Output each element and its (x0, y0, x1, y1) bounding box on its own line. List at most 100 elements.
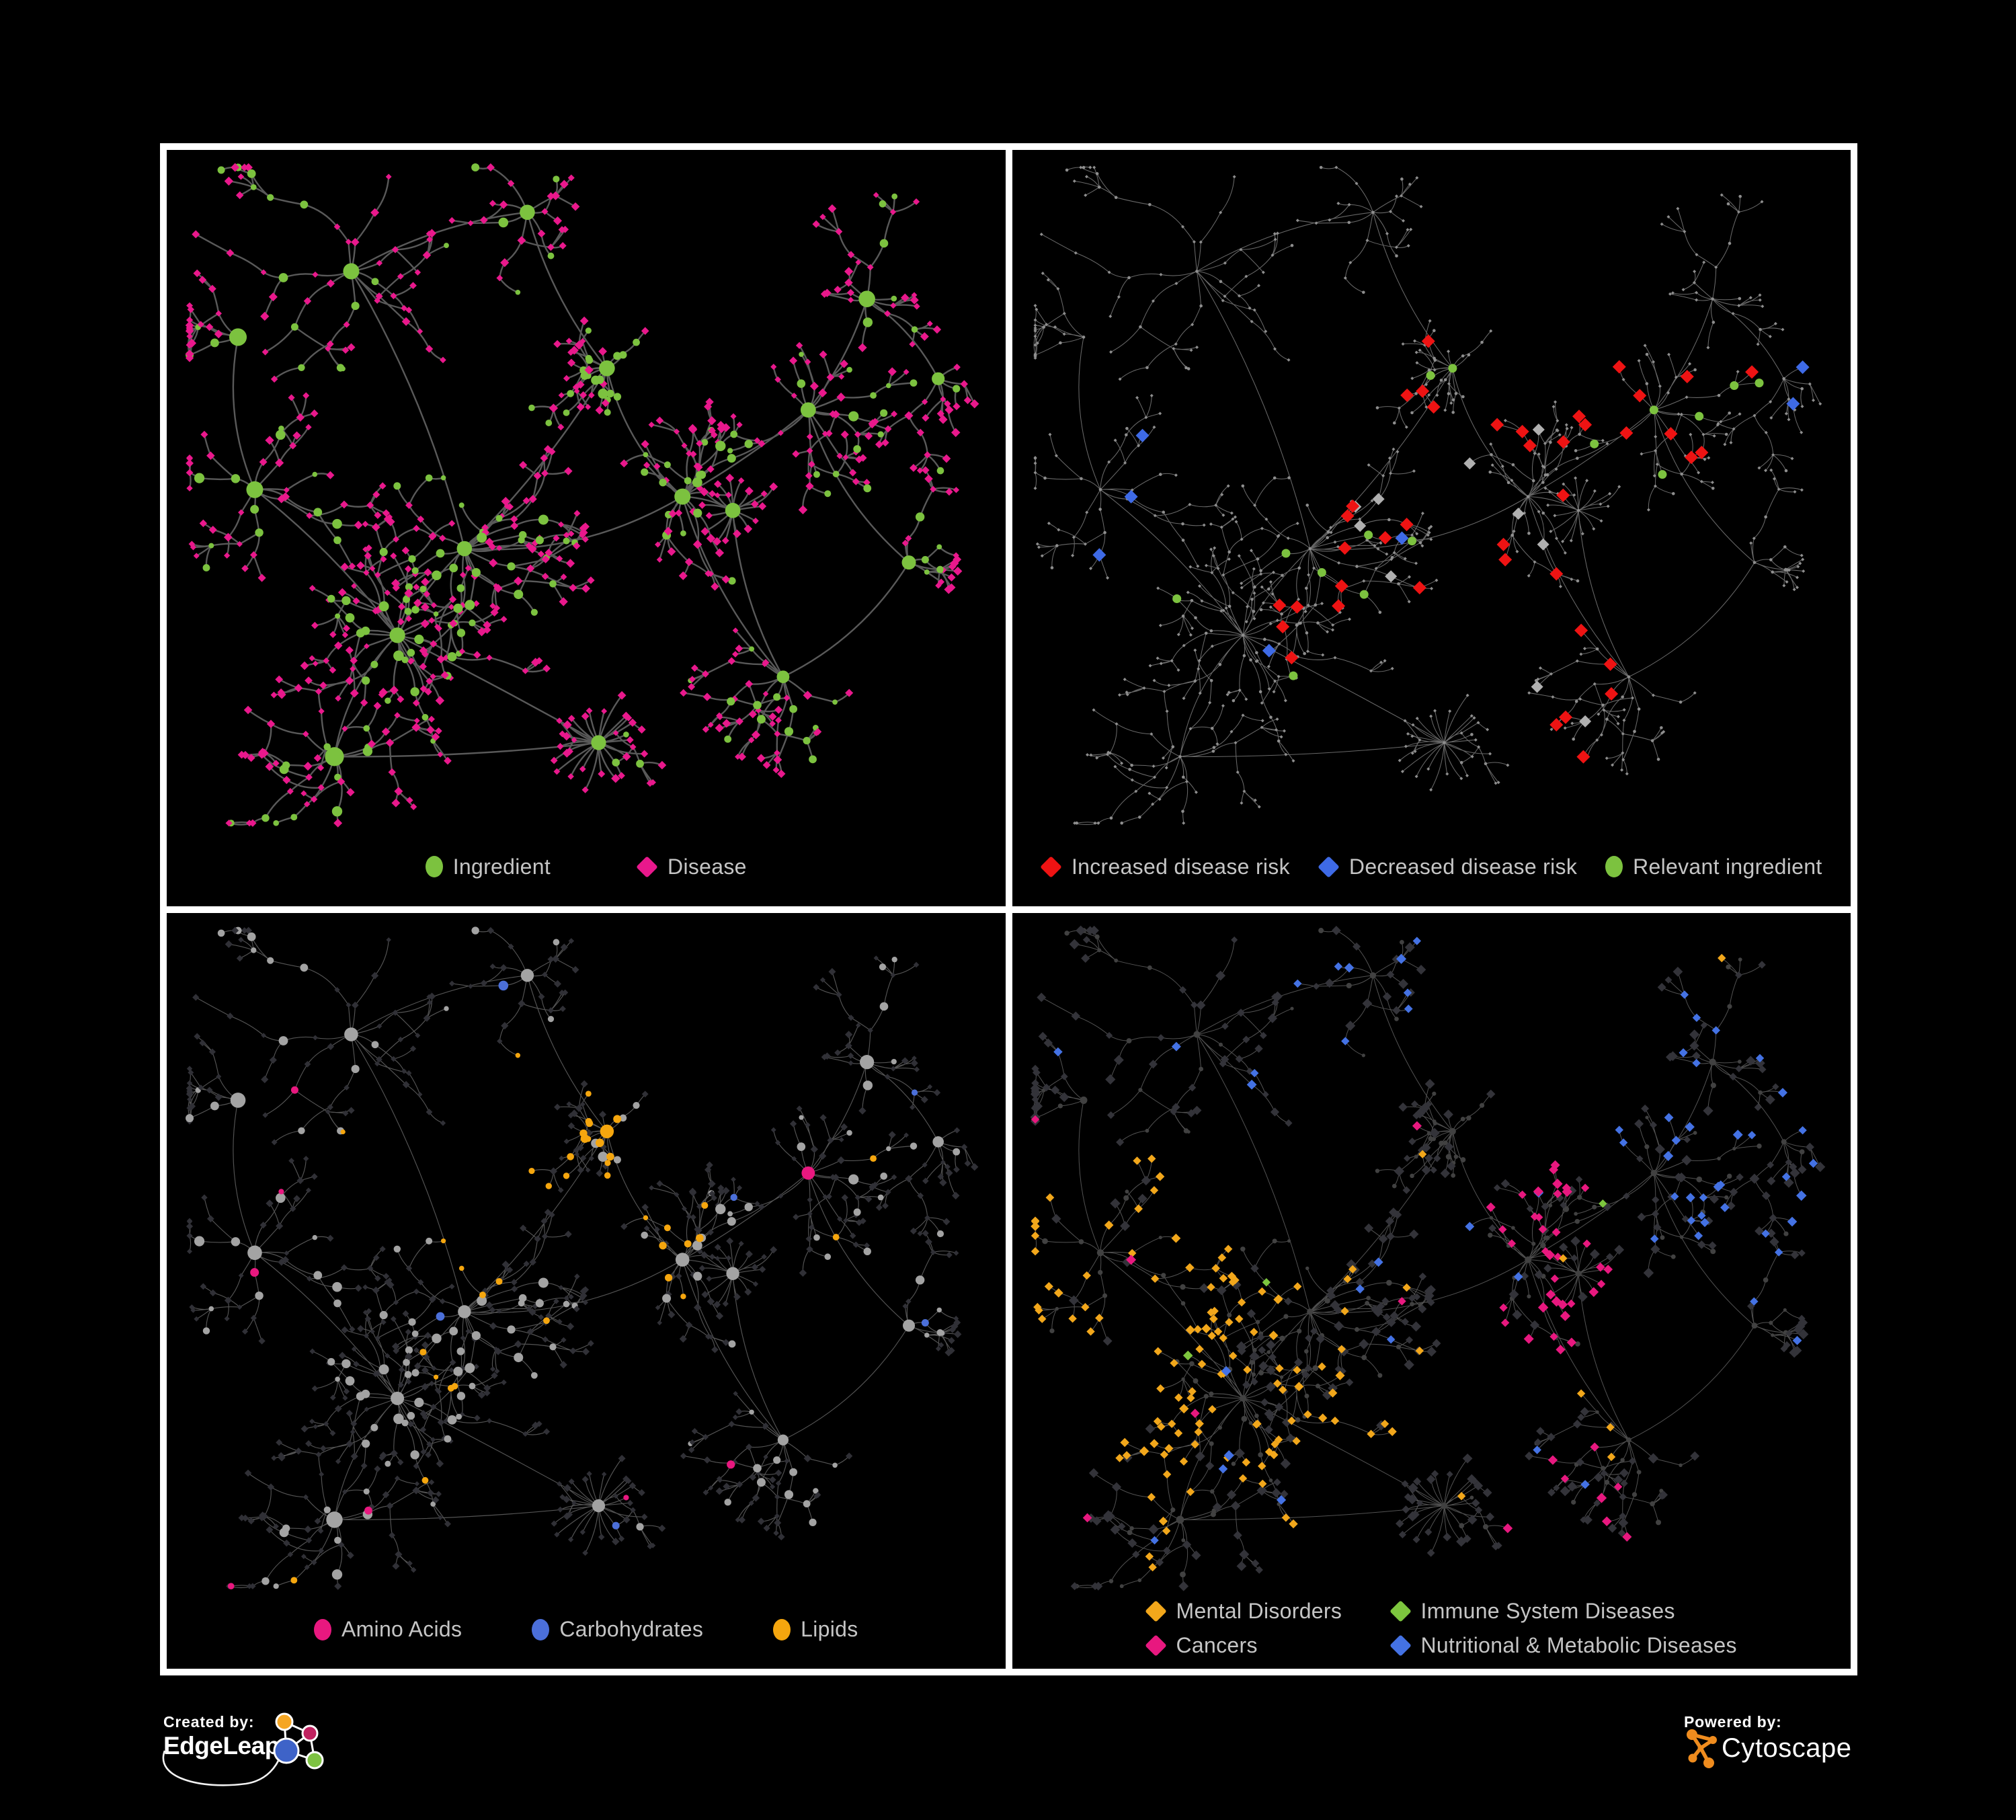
network-node[interactable] (1033, 323, 1037, 327)
network-node[interactable] (497, 1037, 503, 1044)
network-node[interactable] (1556, 488, 1570, 502)
network-node[interactable] (828, 967, 836, 976)
network-node[interactable] (951, 428, 961, 438)
network-node[interactable] (224, 552, 231, 559)
network-node[interactable] (1446, 350, 1450, 354)
network-node[interactable] (927, 1084, 933, 1089)
network-node[interactable] (378, 1363, 389, 1374)
network-node[interactable] (1232, 175, 1236, 179)
network-node[interactable] (762, 1422, 769, 1429)
network-node[interactable] (823, 288, 832, 298)
network-node[interactable] (749, 1409, 754, 1415)
network-node[interactable] (343, 1388, 350, 1394)
network-node[interactable] (1332, 540, 1336, 544)
network-node[interactable] (813, 1234, 820, 1240)
network-node[interactable] (483, 1389, 491, 1396)
network-node[interactable] (789, 1119, 797, 1127)
network-node[interactable] (290, 814, 298, 821)
network-node[interactable] (732, 1414, 738, 1420)
network-node[interactable] (311, 1558, 317, 1565)
network-node[interactable] (606, 389, 614, 398)
network-node[interactable] (401, 1419, 409, 1427)
network-node[interactable] (807, 1210, 813, 1217)
network-node[interactable] (397, 273, 404, 280)
network-node[interactable] (471, 1331, 481, 1340)
network-node[interactable] (827, 1136, 834, 1144)
network-node[interactable] (1660, 222, 1664, 226)
network-node[interactable] (954, 1330, 962, 1338)
network-node[interactable] (426, 1108, 433, 1115)
network-node[interactable] (1165, 709, 1169, 713)
network-node[interactable] (1755, 379, 1764, 388)
network-node[interactable] (278, 1454, 286, 1462)
network-node[interactable] (1442, 741, 1446, 744)
network-node[interactable] (1666, 391, 1670, 395)
network-node[interactable] (1426, 400, 1441, 414)
network-node[interactable] (797, 379, 806, 388)
network-node[interactable] (1601, 703, 1605, 707)
network-node[interactable] (1699, 479, 1703, 483)
network-node[interactable] (707, 1228, 714, 1236)
network-node[interactable] (378, 601, 389, 612)
network-node[interactable] (922, 413, 930, 422)
network-node[interactable] (1148, 664, 1152, 668)
network-node[interactable] (419, 685, 428, 693)
network-node[interactable] (244, 163, 253, 172)
network-node[interactable] (311, 1385, 318, 1392)
network-node[interactable] (885, 383, 891, 389)
network-node[interactable] (360, 1462, 368, 1469)
network-node[interactable] (549, 580, 557, 588)
network-node[interactable] (1426, 767, 1430, 771)
network-node[interactable] (701, 1290, 709, 1298)
network-node[interactable] (566, 1511, 573, 1518)
network-node[interactable] (738, 1515, 746, 1524)
network-node[interactable] (762, 690, 769, 697)
network-node[interactable] (440, 356, 446, 364)
network-node[interactable] (186, 1232, 193, 1239)
network-node[interactable] (1756, 342, 1760, 346)
network-node[interactable] (348, 1106, 355, 1114)
network-node[interactable] (489, 963, 496, 970)
network-node[interactable] (1092, 165, 1096, 169)
network-node[interactable] (1556, 435, 1570, 449)
network-node[interactable] (517, 236, 526, 245)
network-node[interactable] (573, 510, 581, 517)
network-node[interactable] (318, 1547, 325, 1554)
network-node[interactable] (1459, 760, 1463, 764)
network-node[interactable] (622, 1475, 630, 1482)
network-node[interactable] (1239, 247, 1243, 251)
network-node[interactable] (373, 701, 382, 710)
network-node[interactable] (774, 717, 782, 724)
network-node[interactable] (309, 584, 316, 592)
network-node[interactable] (905, 1175, 913, 1183)
network-node[interactable] (431, 1365, 437, 1371)
network-node[interactable] (564, 467, 573, 475)
network-node[interactable] (579, 391, 588, 399)
network-node[interactable] (1279, 612, 1283, 616)
network-node[interactable] (551, 1519, 557, 1527)
network-node[interactable] (658, 1524, 666, 1532)
network-node[interactable] (1554, 537, 1558, 541)
network-node[interactable] (1252, 591, 1256, 595)
network-node[interactable] (373, 1254, 380, 1261)
network-node[interactable] (579, 1529, 586, 1535)
network-node[interactable] (744, 1288, 752, 1296)
network-node[interactable] (401, 305, 407, 312)
network-node[interactable] (557, 424, 565, 431)
network-node[interactable] (1768, 400, 1772, 404)
network-node[interactable] (708, 426, 716, 435)
network-node[interactable] (241, 1328, 249, 1335)
network-node[interactable] (789, 1468, 798, 1476)
network-node[interactable] (674, 1191, 680, 1197)
network-node[interactable] (912, 1055, 917, 1061)
network-node[interactable] (489, 1322, 497, 1330)
network-node[interactable] (562, 748, 571, 758)
network-node[interactable] (879, 200, 887, 208)
network-node[interactable] (438, 1515, 443, 1520)
network-node[interactable] (684, 477, 692, 485)
network-node[interactable] (715, 1255, 720, 1261)
network-node[interactable] (604, 409, 611, 416)
network-node[interactable] (1763, 515, 1767, 519)
network-node[interactable] (1731, 311, 1735, 315)
network-node[interactable] (798, 505, 808, 514)
